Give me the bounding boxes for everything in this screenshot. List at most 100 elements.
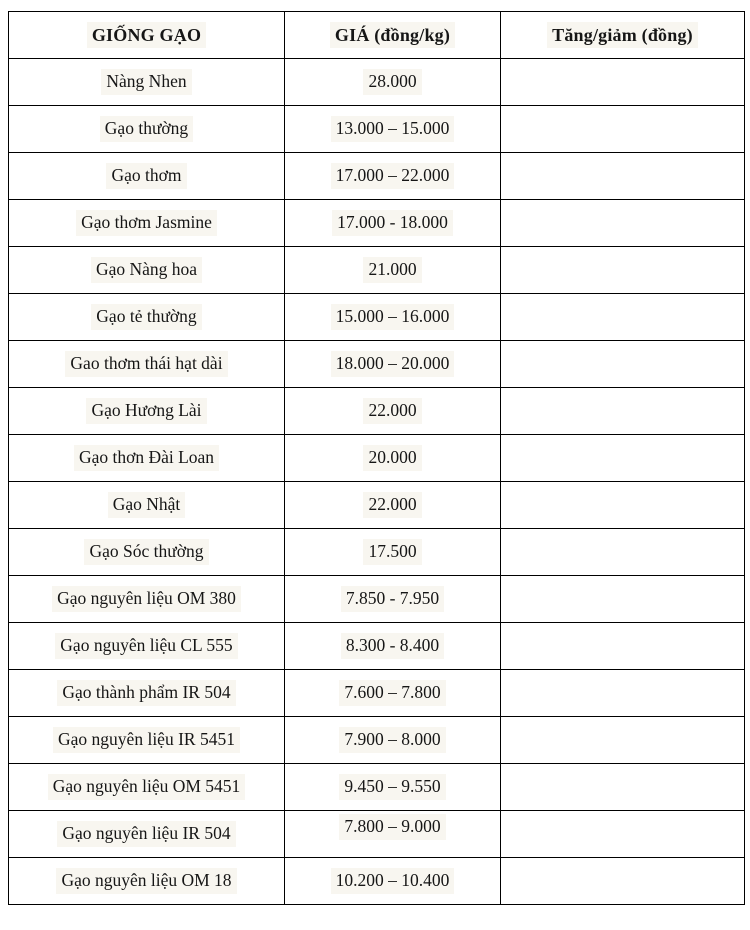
rice-variety-cell: Gạo thành phẩm IR 504	[8, 669, 285, 717]
change-cell	[500, 622, 745, 670]
rice-variety-cell-text: Gạo nguyên liệu OM 5451	[47, 774, 246, 800]
rice-variety-cell-text: Gạo thành phẩm IR 504	[57, 680, 236, 706]
rice-variety-cell-text: Gạo Hương Lài	[86, 398, 207, 424]
column-header-change-label: Tăng/giảm (đồng)	[547, 21, 698, 49]
price-cell-text: 21.000	[363, 257, 422, 283]
table-row: Gao thơm thái hạt dài 18.000 – 20.000	[8, 340, 745, 388]
column-header-price-label: GIÁ (đồng/kg)	[329, 21, 456, 49]
price-cell-text: 9.450 – 9.550	[339, 774, 446, 800]
table-row: Gạo nguyên liệu OM 5451 9.450 – 9.550	[8, 763, 745, 811]
change-cell	[500, 105, 745, 153]
change-cell	[500, 199, 745, 247]
change-cell	[500, 387, 745, 435]
price-cell-text: 15.000 – 16.000	[330, 304, 455, 330]
price-cell: 9.450 – 9.550	[284, 763, 501, 811]
table-row: Gạo thường 13.000 – 15.000	[8, 105, 745, 153]
rice-variety-cell-text: Gạo nguyên liệu IR 504	[57, 821, 236, 847]
rice-variety-cell: Gạo nguyên liệu OM 5451	[8, 763, 285, 811]
rice-variety-cell-text: Gao thơm thái hạt dài	[65, 351, 228, 377]
rice-variety-cell: Gạo thơm	[8, 152, 285, 200]
change-cell	[500, 246, 745, 294]
rice-variety-cell-text: Gạo nguyên liệu OM 18	[56, 868, 237, 894]
rice-variety-cell-text: Gạo nguyên liệu IR 5451	[53, 727, 240, 753]
price-cell: 22.000	[284, 387, 501, 435]
price-cell-text: 7.800 – 9.000	[339, 814, 446, 840]
rice-variety-cell-text: Gạo tẻ thường	[91, 304, 202, 330]
rice-variety-cell: Gạo thường	[8, 105, 285, 153]
table-row: Gạo tẻ thường 15.000 – 16.000	[8, 293, 745, 341]
rice-variety-cell: Gạo Nhật	[8, 481, 285, 529]
change-cell	[500, 340, 745, 388]
rice-variety-cell-text: Gạo nguyên liệu OM 380	[52, 586, 241, 612]
table-row: Nàng Nhen 28.000	[8, 58, 745, 106]
change-cell	[500, 152, 745, 200]
column-header-variety: GIỐNG GẠO	[8, 11, 285, 59]
price-cell: 22.000	[284, 481, 501, 529]
price-cell-text: 10.200 – 10.400	[330, 868, 455, 894]
rice-variety-cell: Nàng Nhen	[8, 58, 285, 106]
price-cell-text: 28.000	[363, 69, 422, 95]
price-cell: 7.800 – 9.000	[284, 810, 501, 858]
price-cell-text: 17.000 - 18.000	[332, 210, 453, 236]
rice-variety-cell: Gạo Nàng hoa	[8, 246, 285, 294]
price-cell: 17.000 – 22.000	[284, 152, 501, 200]
price-cell-text: 7.900 – 8.000	[339, 727, 446, 753]
rice-variety-cell: Gạo thơm Jasmine	[8, 199, 285, 247]
price-cell: 18.000 – 20.000	[284, 340, 501, 388]
table-row: Gạo nguyên liệu OM 18 10.200 – 10.400	[8, 857, 745, 905]
table-row: Gạo Nhật 22.000	[8, 481, 745, 529]
change-cell	[500, 763, 745, 811]
rice-variety-cell-text: Gạo Nhật	[107, 492, 186, 518]
rice-variety-cell: Gạo Sóc thường	[8, 528, 285, 576]
table-row: Gạo nguyên liệu IR 5451 7.900 – 8.000	[8, 716, 745, 764]
change-cell	[500, 857, 745, 905]
rice-variety-cell: Gao thơm thái hạt dài	[8, 340, 285, 388]
price-cell: 8.300 - 8.400	[284, 622, 501, 670]
price-cell-text: 17.500	[363, 539, 422, 565]
table-row: Gạo Sóc thường 17.500	[8, 528, 745, 576]
rice-variety-cell-text: Gạo thơn Đài Loan	[73, 445, 220, 471]
rice-variety-cell-text: Gạo Nàng hoa	[90, 257, 203, 283]
change-cell	[500, 810, 745, 858]
change-cell	[500, 58, 745, 106]
rice-variety-cell-text: Gạo thơm Jasmine	[76, 210, 217, 236]
rice-variety-cell-text: Gạo thường	[99, 116, 194, 142]
rice-variety-cell: Gạo nguyên liệu IR 504	[8, 810, 285, 858]
table-row: Gạo thơn Đài Loan 20.000	[8, 434, 745, 482]
price-cell-text: 22.000	[363, 492, 422, 518]
price-cell: 10.200 – 10.400	[284, 857, 501, 905]
rice-variety-cell: Gạo nguyên liệu CL 555	[8, 622, 285, 670]
price-cell: 7.900 – 8.000	[284, 716, 501, 764]
rice-price-table: GIỐNG GẠO GIÁ (đồng/kg) Tăng/giảm (đồng)…	[8, 11, 745, 905]
rice-variety-cell: Gạo Hương Lài	[8, 387, 285, 435]
price-cell: 28.000	[284, 58, 501, 106]
price-cell: 7.600 – 7.800	[284, 669, 501, 717]
table-row: Gạo Hương Lài 22.000	[8, 387, 745, 435]
table-body: Nàng Nhen 28.000 Gạo thường 13.000 – 15.000…	[8, 58, 745, 905]
price-cell-text: 22.000	[363, 398, 422, 424]
table-row: Gạo thơm Jasmine 17.000 - 18.000	[8, 199, 745, 247]
table-row: Gạo nguyên liệu IR 504 7.800 – 9.000	[8, 810, 745, 858]
rice-variety-cell: Gạo nguyên liệu OM 18	[8, 857, 285, 905]
column-header-price: GIÁ (đồng/kg)	[284, 11, 501, 59]
price-cell: 17.500	[284, 528, 501, 576]
rice-variety-cell-text: Gạo thơm	[106, 163, 187, 189]
rice-variety-cell: Gạo nguyên liệu IR 5451	[8, 716, 285, 764]
change-cell	[500, 293, 745, 341]
price-cell-text: 18.000 – 20.000	[330, 351, 455, 377]
price-cell: 7.850 - 7.950	[284, 575, 501, 623]
change-cell	[500, 434, 745, 482]
change-cell	[500, 481, 745, 529]
table-row: Gạo thơm 17.000 – 22.000	[8, 152, 745, 200]
table-row: Gạo Nàng hoa 21.000	[8, 246, 745, 294]
header-row: GIỐNG GẠO GIÁ (đồng/kg) Tăng/giảm (đồng)	[8, 11, 745, 59]
price-cell: 21.000	[284, 246, 501, 294]
rice-variety-cell: Gạo nguyên liệu OM 380	[8, 575, 285, 623]
table-row: Gạo thành phẩm IR 504 7.600 – 7.800	[8, 669, 745, 717]
price-cell-text: 17.000 – 22.000	[330, 163, 455, 189]
price-cell: 15.000 – 16.000	[284, 293, 501, 341]
change-cell	[500, 575, 745, 623]
rice-variety-cell-text: Nàng Nhen	[101, 69, 192, 95]
rice-variety-cell-text: Gạo Sóc thường	[84, 539, 209, 565]
price-cell-text: 13.000 – 15.000	[330, 116, 455, 142]
